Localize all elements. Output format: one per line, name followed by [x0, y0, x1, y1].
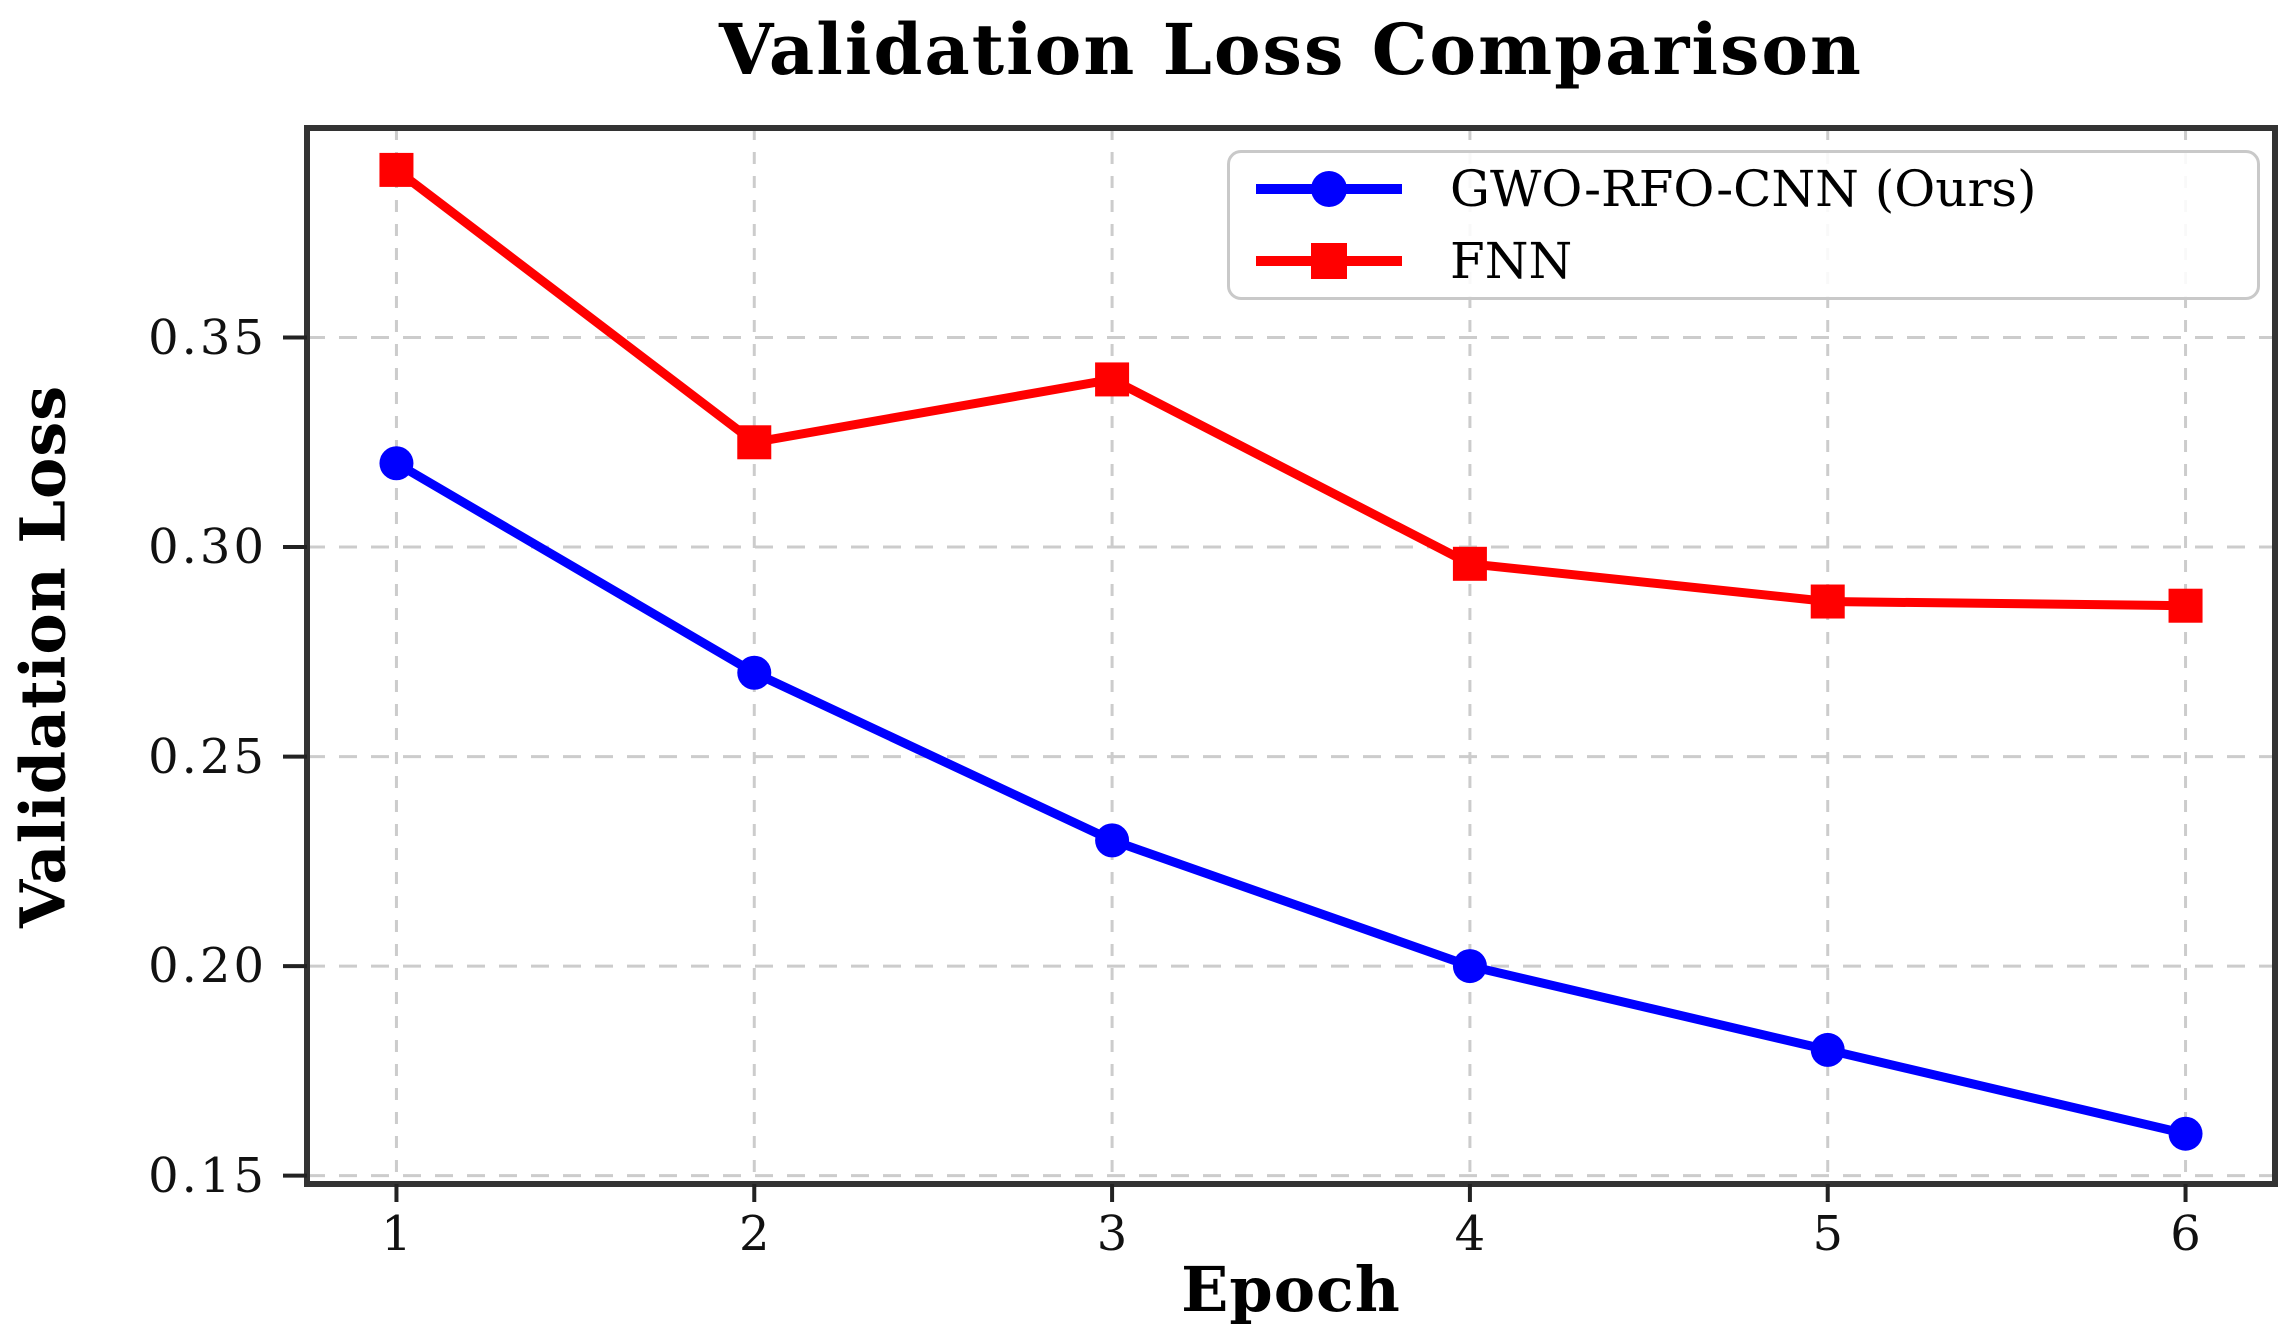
y-tick-label: 0.20	[148, 938, 267, 995]
legend-entry: FNN	[1254, 231, 2239, 291]
legend-sample-circle-icon	[1256, 171, 1402, 207]
legend: GWO-RFO-CNN (Ours) FNN	[1227, 150, 2260, 300]
data-point-circle	[379, 446, 414, 481]
x-axis-label: Epoch	[1181, 1253, 1401, 1326]
x-tick-label: 2	[738, 1206, 770, 1262]
x-tick-label: 4	[1454, 1206, 1486, 1262]
data-point-circle	[1452, 949, 1487, 984]
series-line-gwo-rfo-cnn	[394, 459, 2187, 1139]
y-tick-label: 0.15	[148, 1147, 267, 1204]
data-point-square	[2168, 588, 2203, 623]
data-point-circle	[1095, 823, 1130, 858]
y-tick-label: 0.30	[148, 519, 267, 576]
chart-title: Validation Loss Comparison	[719, 8, 1863, 91]
x-tick-label: 1	[381, 1206, 412, 1262]
x-tick-label: 5	[1812, 1206, 1843, 1262]
x-tick-label: 3	[1096, 1206, 1128, 1262]
data-point-square	[1095, 362, 1130, 397]
data-point-square	[1810, 584, 1845, 619]
data-point-circle	[2168, 1116, 2203, 1151]
axes-frame	[304, 125, 2278, 1187]
data-point-circle	[737, 655, 772, 690]
y-tick-label: 0.25	[148, 728, 267, 785]
x-tick-label: 6	[2170, 1206, 2201, 1262]
data-point-square	[379, 152, 414, 187]
data-point-circle	[1810, 1032, 1845, 1067]
legend-label: GWO-RFO-CNN (Ours)	[1450, 160, 2037, 218]
data-point-square	[737, 425, 772, 460]
legend-entry: GWO-RFO-CNN (Ours)	[1254, 159, 2239, 219]
legend-label: FNN	[1450, 232, 1573, 290]
legend-sample-square-icon	[1256, 243, 1402, 279]
data-point-square	[1452, 546, 1487, 581]
y-tick-label: 0.35	[148, 309, 267, 366]
series-line-fnn	[393, 166, 2186, 611]
